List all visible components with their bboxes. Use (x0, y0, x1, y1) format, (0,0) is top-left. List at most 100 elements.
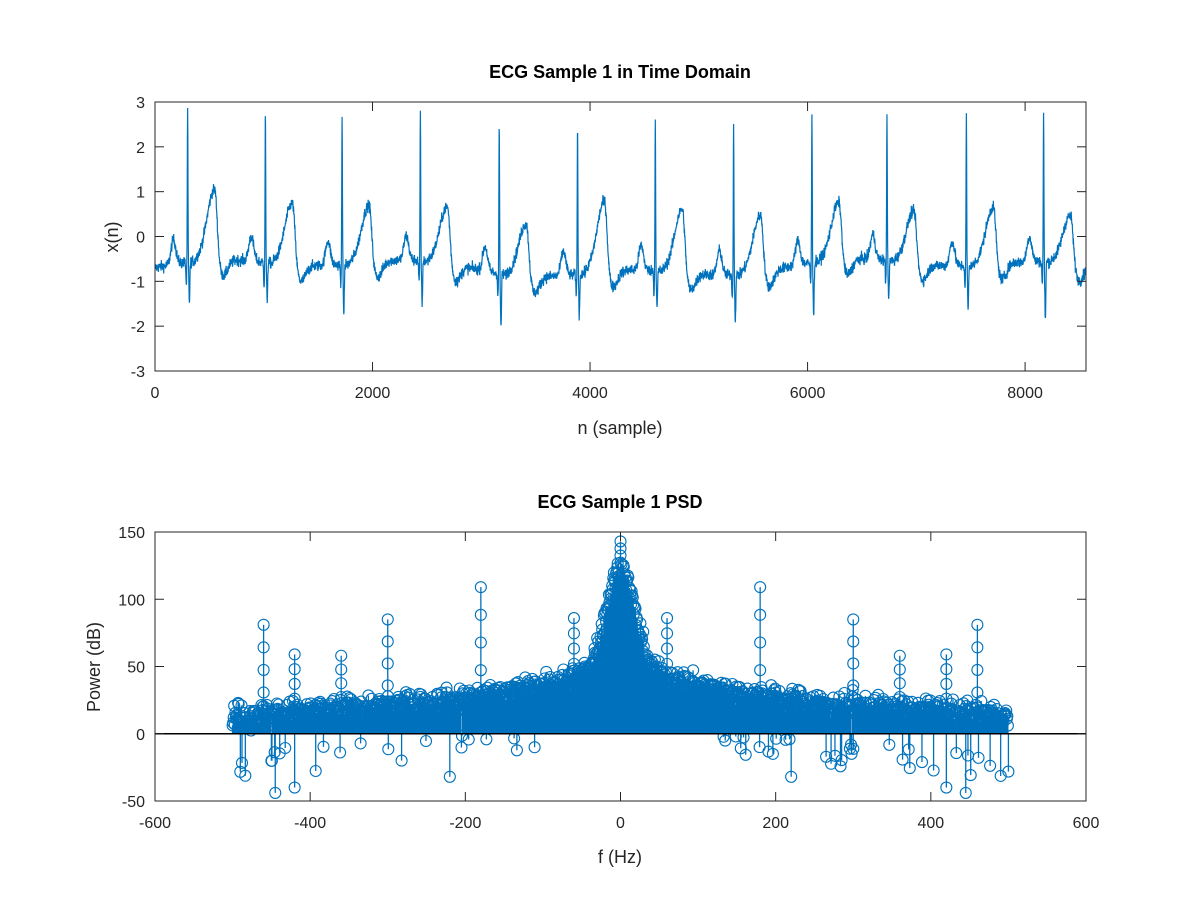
psd-peak-marker (660, 627, 674, 640)
time-domain-ylabel: x(n) (102, 222, 122, 253)
psd-ylabel: Power (dB) (84, 622, 104, 712)
psd-xtick-label: -600 (139, 815, 171, 832)
psd-marker (644, 657, 657, 670)
psd-peak-marker (381, 679, 394, 692)
psd-peak-marker (754, 636, 767, 649)
psd-dip-marker (269, 786, 282, 799)
psd-marker (915, 756, 929, 769)
psd-marker (634, 617, 647, 630)
psd-marker (719, 734, 732, 747)
psd-marker (868, 707, 881, 720)
psd-xtick-label: 600 (1073, 815, 1100, 832)
psd-marker (405, 719, 418, 732)
psd-marker (646, 655, 659, 668)
psd-peak-marker (893, 663, 906, 676)
psd-marker (644, 714, 658, 728)
psd-marker (354, 737, 367, 750)
time-domain-xtick-label: 4000 (572, 385, 608, 402)
psd-marker (382, 743, 395, 756)
psd-marker (902, 743, 915, 756)
psd-peak-marker (754, 664, 767, 677)
ecg-signal-line (155, 108, 1086, 326)
psd-peak-marker (567, 657, 581, 670)
psd-peak-marker (971, 641, 984, 654)
psd-marker (637, 640, 650, 653)
psd-peak-marker (474, 608, 487, 621)
psd-peak-marker (257, 641, 270, 654)
psd-marker (637, 625, 650, 638)
psd-peak-marker (381, 657, 394, 670)
psd-peak-marker (940, 677, 953, 690)
psd-marker (601, 608, 614, 621)
psd-peak-marker (335, 649, 348, 662)
psd-peak-marker (754, 581, 767, 594)
psd-marker (270, 697, 283, 710)
time-domain-xtick-label: 0 (151, 385, 160, 402)
psd-peak-marker (893, 677, 906, 690)
psd-marker (612, 604, 625, 617)
psd-marker (397, 695, 410, 708)
time-domain-x-ticks: 0 2000 4000 6000 8000 (151, 102, 1043, 402)
psd-peak-marker (971, 618, 984, 631)
psd-marker (1001, 710, 1014, 723)
psd-marker (597, 628, 610, 641)
psd-peak-marker (660, 657, 674, 670)
psd-peak-marker (940, 648, 953, 661)
psd-marker (729, 730, 742, 743)
psd-peak-marker (257, 686, 270, 699)
psd-marker (950, 747, 963, 760)
psd-dip-marker (940, 781, 953, 794)
psd-marker (455, 729, 469, 742)
psd-marker (441, 707, 454, 720)
psd-ytick-label: 150 (118, 525, 145, 542)
psd-marker (419, 692, 432, 705)
psd-marker (362, 689, 375, 702)
psd-marker (235, 699, 248, 712)
psd-marker (598, 625, 612, 638)
psd-y-ticks: -50 0 50 100 150 (118, 525, 1086, 811)
psd-peak-marker (381, 635, 394, 648)
psd-xtick-label: 0 (616, 815, 625, 832)
psd-marker (642, 711, 655, 724)
psd-marker (659, 665, 672, 678)
psd-marker (924, 694, 937, 707)
psd-marker (847, 742, 860, 755)
psd-peak-marker (614, 549, 627, 562)
psd-xtick-label: 400 (917, 815, 944, 832)
time-domain-ytick-label: 0 (136, 230, 145, 247)
psd-marker (596, 623, 609, 636)
psd-marker (600, 615, 613, 628)
time-domain-ytick-label: -2 (131, 319, 145, 336)
psd-marker (760, 706, 773, 719)
psd-marker (739, 748, 752, 761)
psd-marker (1002, 765, 1015, 778)
psd-marker (239, 769, 252, 782)
psd-marker (792, 683, 805, 696)
psd-peak-marker (335, 690, 348, 704)
psd-peak-marker (660, 642, 674, 655)
psd-xtick-label: 200 (762, 815, 789, 832)
psd-marker (657, 706, 670, 720)
psd-marker (825, 757, 838, 770)
psd-xtick-label: -200 (449, 815, 481, 832)
psd-marker (636, 633, 649, 646)
psd-plot-area (155, 535, 1086, 799)
psd-marker (534, 720, 547, 733)
psd-peak-marker (940, 663, 953, 676)
psd-peak-marker (614, 542, 627, 555)
time-domain-ytick-label: 3 (136, 95, 145, 112)
psd-marker (235, 756, 249, 769)
psd-dip-marker (785, 770, 798, 783)
time-domain-plot-area (155, 108, 1086, 326)
time-domain-y-ticks: -3 -2 -1 0 1 2 3 (131, 95, 1086, 381)
psd-marker (508, 732, 521, 745)
psd-marker (414, 688, 428, 701)
psd-dip-marker (288, 781, 301, 794)
psd-marker (884, 718, 897, 731)
psd-dip-marker (443, 770, 456, 783)
psd-peak-marker (893, 649, 906, 662)
psd-marker (623, 583, 636, 596)
psd-title: ECG Sample 1 PSD (537, 492, 702, 512)
time-domain-xtick-label: 8000 (1007, 385, 1043, 402)
psd-marker (569, 678, 582, 691)
